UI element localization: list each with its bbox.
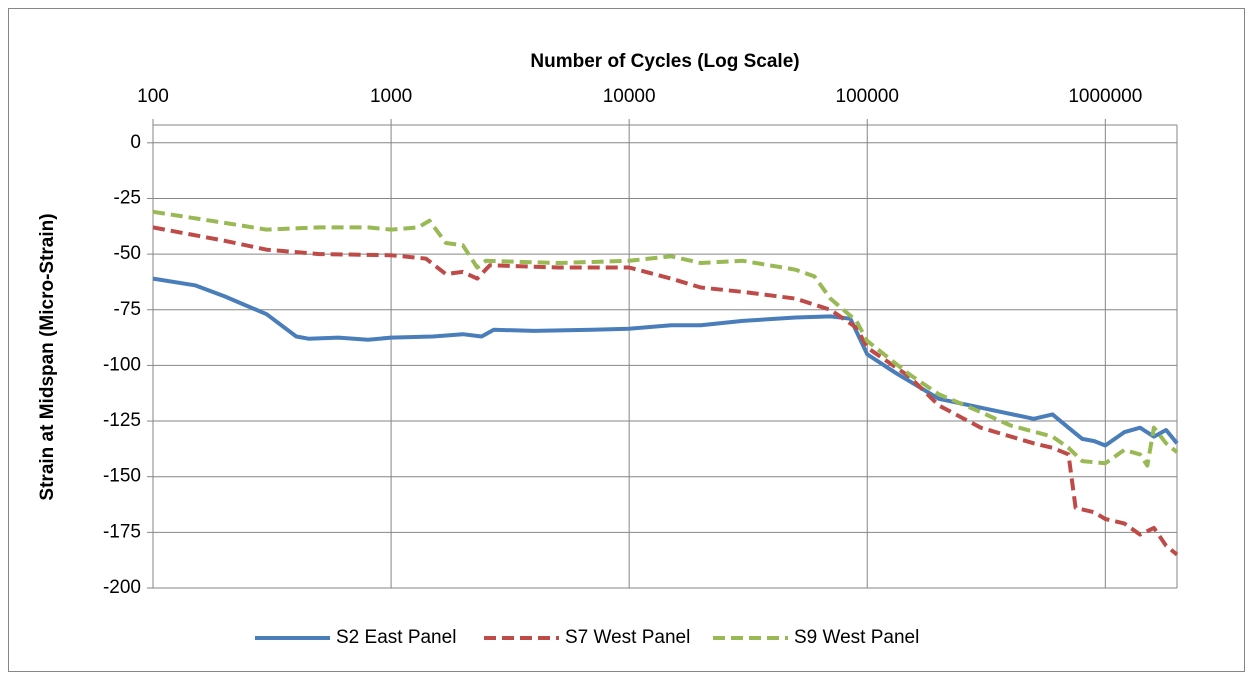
x-tick-label: 10000 <box>603 86 656 107</box>
y-tick-label: -175 <box>103 521 141 542</box>
chart-border <box>8 8 1245 672</box>
y-tick-label: -200 <box>103 577 141 598</box>
y-tick-label: -125 <box>103 410 141 431</box>
series-line <box>152 209 1179 468</box>
y-tick-label: -25 <box>114 187 141 208</box>
series-line <box>152 276 1179 448</box>
x-axis-title: Number of Cycles (Log Scale) <box>530 51 799 72</box>
y-tick-label: -75 <box>114 299 141 320</box>
legend-label: S2 East Panel <box>336 627 456 648</box>
legend-label: S7 West Panel <box>565 627 690 648</box>
y-tick-label: 0 <box>130 132 141 153</box>
series-line <box>152 225 1179 557</box>
x-tick-label: 100 <box>137 86 169 107</box>
y-tick-label: -100 <box>103 354 141 375</box>
x-tick-label: 1000000 <box>1068 86 1142 107</box>
y-tick-label: -50 <box>114 243 141 264</box>
legend-label: S9 West Panel <box>794 627 919 648</box>
y-tick-label: -150 <box>103 466 141 487</box>
x-tick-label: 100000 <box>836 86 899 107</box>
y-axis-title: Strain at Midspan (Micro-Strain) <box>37 213 58 500</box>
x-tick-label: 1000 <box>370 86 412 107</box>
